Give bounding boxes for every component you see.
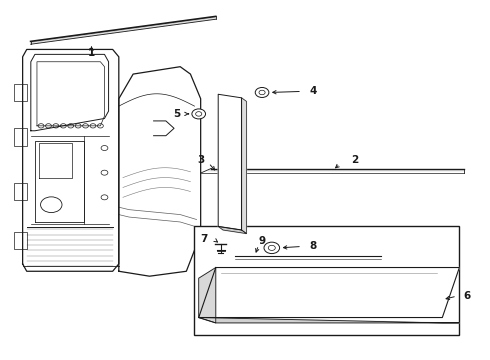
Bar	[14, 128, 27, 145]
Bar	[14, 84, 27, 101]
Bar	[14, 183, 27, 200]
Bar	[14, 232, 27, 249]
Polygon shape	[199, 267, 216, 323]
Circle shape	[68, 124, 74, 128]
Bar	[194, 226, 460, 336]
Polygon shape	[242, 98, 246, 234]
Circle shape	[90, 124, 96, 128]
Circle shape	[101, 145, 108, 150]
Circle shape	[192, 109, 205, 119]
Circle shape	[255, 87, 269, 98]
Text: 7: 7	[200, 234, 207, 244]
Circle shape	[41, 197, 62, 212]
Circle shape	[83, 124, 89, 128]
Circle shape	[196, 112, 202, 116]
Text: 5: 5	[173, 109, 180, 119]
Circle shape	[259, 90, 265, 95]
Circle shape	[98, 124, 103, 128]
Text: 3: 3	[197, 156, 205, 165]
Text: 4: 4	[310, 86, 317, 96]
Text: 9: 9	[259, 236, 266, 246]
Text: 8: 8	[310, 241, 317, 251]
Polygon shape	[218, 226, 246, 234]
Text: 2: 2	[351, 156, 358, 165]
Circle shape	[269, 245, 275, 251]
Circle shape	[75, 124, 81, 128]
Polygon shape	[199, 267, 460, 318]
Circle shape	[60, 124, 66, 128]
Circle shape	[46, 124, 51, 128]
Circle shape	[264, 242, 280, 253]
Polygon shape	[199, 318, 460, 323]
Text: 6: 6	[463, 291, 470, 301]
Circle shape	[101, 195, 108, 200]
Polygon shape	[218, 94, 242, 230]
Circle shape	[53, 124, 59, 128]
Text: 1: 1	[88, 48, 95, 58]
Circle shape	[38, 124, 44, 128]
Circle shape	[101, 170, 108, 175]
